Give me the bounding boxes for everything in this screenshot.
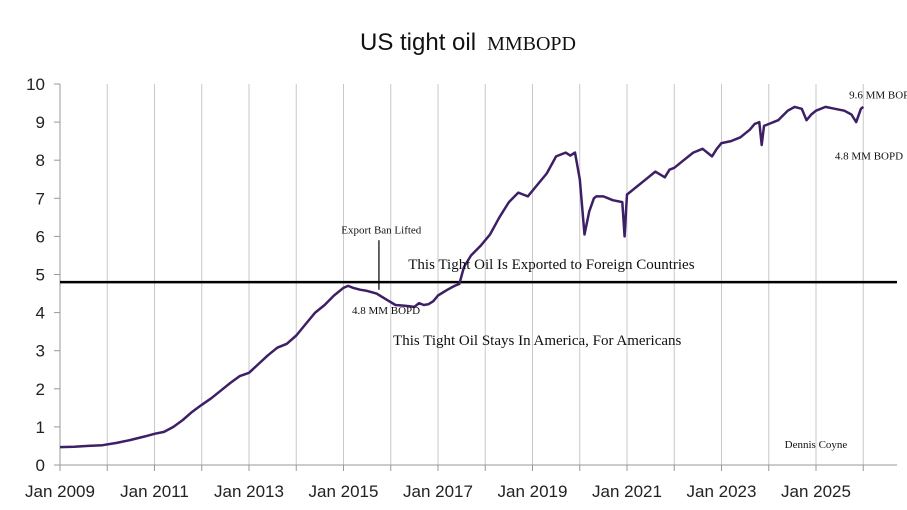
x-axis-tick-labels: Jan 2009 Jan 2011 Jan 2013 Jan 2015 Jan 2017…: [25, 482, 851, 501]
annotation-export-ban-lifted: Export Ban Lifted: [341, 224, 422, 236]
x-tick-label: Jan 2015: [309, 482, 379, 501]
x-tick-label: Jan 2013: [214, 482, 284, 501]
x-tick-label: Jan 2025: [781, 482, 851, 501]
annotation-4-8-mm-bopd-lower: 4.8 MM BOPD: [352, 305, 420, 317]
x-tick-label: Jan 2019: [498, 482, 568, 501]
annotation-exported-region: This Tight Oil Is Exported to Foreign Co…: [408, 257, 694, 273]
x-tick-label: Jan 2023: [687, 482, 757, 501]
y-tick-label: 0: [36, 456, 45, 475]
chart-title-main: US tight oil: [360, 29, 476, 56]
vertical-gridlines: [59, 84, 864, 465]
chart-title-unit: MMBOPD: [487, 33, 576, 55]
x-tick-label: Jan 2009: [25, 482, 95, 501]
annotation-author: Dennis Coyne: [785, 439, 848, 451]
annotation-9-6-mm-bopd: 9.6 MM BOPD: [849, 89, 907, 101]
y-tick-label: 9: [36, 113, 45, 132]
y-tick-label: 6: [36, 227, 45, 246]
annotations-group: 9.6 MM BOPD 4.8 MM BOPD Export Ban Lifted T…: [341, 89, 907, 450]
y-axis-tick-labels: 0 1 2 3 4 5 6 7 8 9 10: [26, 75, 45, 475]
y-tick-label: 10: [26, 75, 45, 94]
annotation-domestic-region: This Tight Oil Stays In America, For Ame…: [393, 333, 681, 349]
y-tick-label: 1: [36, 418, 45, 437]
x-tick-label: Jan 2021: [592, 482, 662, 501]
y-tick-label: 4: [36, 304, 45, 323]
y-tick-label: 2: [36, 380, 45, 399]
x-tick-label: Jan 2017: [403, 482, 473, 501]
y-tick-label: 7: [36, 189, 45, 208]
series-line-tight-oil: [59, 105, 865, 449]
chart-title: US tight oil MMBOPD: [360, 29, 576, 56]
annotation-4-8-mm-bopd-upper: 4.8 MM BOPD: [835, 150, 903, 162]
y-tick-label: 3: [36, 342, 45, 361]
x-tick-label: Jan 2011: [120, 482, 189, 501]
series-group: [59, 105, 865, 449]
y-tick-label: 8: [36, 151, 45, 170]
axes: [54, 83, 897, 471]
y-tick-label: 5: [36, 266, 45, 285]
